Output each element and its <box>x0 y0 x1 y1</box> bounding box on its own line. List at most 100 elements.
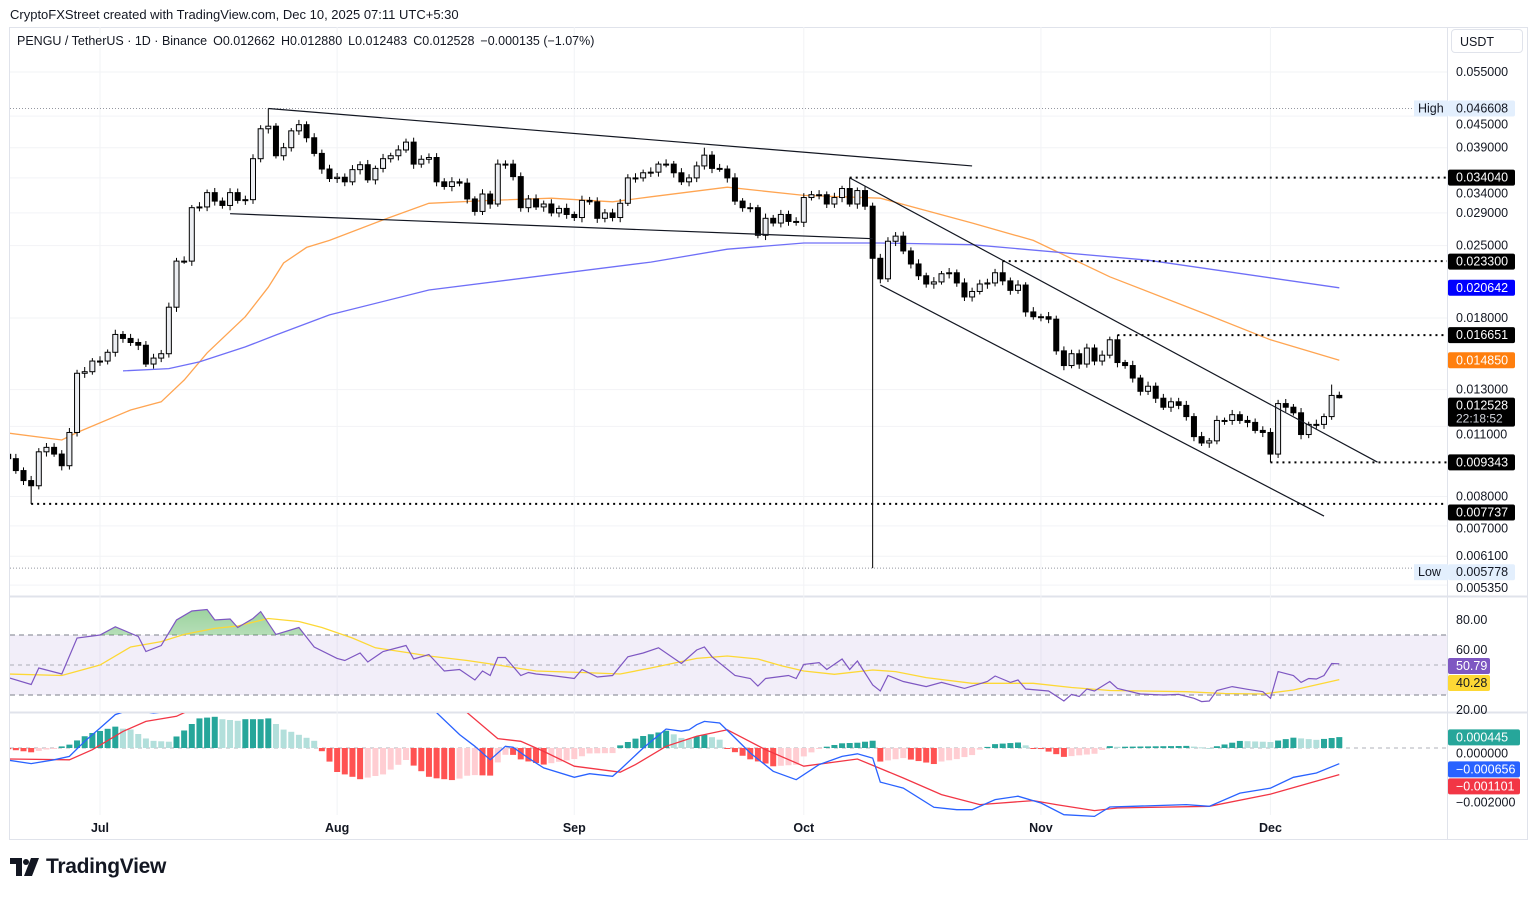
candle-body <box>234 192 241 201</box>
candle <box>1168 397 1174 412</box>
candle-body <box>227 192 234 206</box>
macd-histogram-bar <box>533 748 540 763</box>
candle-body <box>915 263 922 277</box>
candle-body <box>387 155 394 160</box>
macd-badge-text: 0.000445 <box>1456 730 1508 744</box>
tradingview-logo[interactable]: TradingView <box>10 855 166 879</box>
candle-body <box>1129 365 1136 379</box>
price-badge-text: 0.012528 <box>1456 399 1508 413</box>
price-badge-text: 0.020642 <box>1456 281 1508 295</box>
price-badge-text: 0.034040 <box>1456 171 1508 185</box>
macd-badge-bg <box>1448 778 1520 795</box>
candle <box>272 123 279 159</box>
candle <box>510 159 517 181</box>
candle <box>517 172 524 212</box>
candle-body <box>410 141 417 165</box>
candle <box>854 187 861 209</box>
candle <box>12 453 19 474</box>
candle-body <box>1145 385 1152 392</box>
candle-body <box>1114 339 1121 364</box>
candle-body <box>181 260 188 263</box>
candle <box>624 174 631 207</box>
candle <box>20 467 27 486</box>
candle-body <box>1252 421 1259 431</box>
macd-badge-text: −0.000656 <box>1456 762 1515 776</box>
macd-histogram-bar <box>1022 745 1029 748</box>
macd-histogram-bar <box>227 720 234 748</box>
candle <box>525 195 532 213</box>
candle <box>1114 335 1121 368</box>
open-value: O0.012662 <box>213 34 275 48</box>
macd-histogram-bar <box>1290 737 1297 748</box>
candle <box>1129 360 1136 383</box>
candle <box>372 165 379 185</box>
macd-histogram-bar <box>1060 748 1067 757</box>
macd-histogram-bar <box>471 748 478 776</box>
macd-histogram-bar <box>1099 748 1106 750</box>
candle-body <box>862 190 868 207</box>
candle <box>1298 408 1305 440</box>
macd-histogram-bar <box>632 738 639 748</box>
candle-body <box>617 202 624 219</box>
candle-body <box>869 205 876 259</box>
candle-body <box>548 203 555 214</box>
candle-body <box>930 281 937 285</box>
macd-histogram-bar <box>1259 741 1266 748</box>
candle <box>754 204 761 239</box>
candle <box>51 443 58 457</box>
candle-body <box>923 275 930 285</box>
macd-histogram-bar <box>785 748 792 766</box>
candle <box>693 161 700 183</box>
macd-histogram-bar <box>1313 739 1320 748</box>
candle <box>731 173 738 205</box>
macd-histogram-bar <box>502 748 509 755</box>
candle-body <box>1282 403 1289 408</box>
price-badge-text: 0.009343 <box>1456 455 1508 469</box>
macd-histogram-bar <box>250 719 256 748</box>
price-badge: 0.034040 <box>1448 169 1515 186</box>
price-axis-tick: 0.006100 <box>1456 549 1508 563</box>
macd-histogram-bar <box>923 748 930 763</box>
candle-body <box>984 282 991 285</box>
macd-histogram-bar <box>58 746 65 748</box>
candle-body <box>632 177 639 180</box>
candle <box>1221 417 1228 425</box>
time-axis-label: Sep <box>563 821 586 835</box>
candle-body <box>601 212 608 219</box>
candle-body <box>1198 436 1205 444</box>
candle <box>670 160 677 178</box>
macd-histogram-bar <box>846 743 853 748</box>
candle-body <box>808 194 815 199</box>
candle-body <box>204 192 211 208</box>
candle <box>556 205 562 218</box>
macd-histogram-bar <box>1076 748 1083 756</box>
candle-body <box>846 188 853 205</box>
candle <box>823 191 830 209</box>
moving-average-blue <box>122 242 1340 372</box>
macd-histogram-bar <box>1328 738 1335 748</box>
candle <box>471 196 478 216</box>
price-unit-selector[interactable]: USDT <box>1451 29 1523 53</box>
candle <box>165 302 172 358</box>
candle-body <box>724 168 731 179</box>
macd-histogram-bar <box>196 718 203 748</box>
candle <box>724 165 731 183</box>
candle <box>640 169 647 182</box>
macd-histogram-bar <box>1160 746 1167 748</box>
candle-body <box>425 157 432 160</box>
macd-histogram-bar <box>754 748 761 762</box>
macd-histogram-bar <box>1122 746 1129 748</box>
candle-body <box>556 207 562 214</box>
price-badge: 0.005778 <box>1448 564 1515 581</box>
candle <box>1091 344 1098 366</box>
macd-histogram-bar <box>686 739 693 748</box>
candle <box>716 163 723 172</box>
candle <box>938 271 945 285</box>
chart-attribution: CryptoFXStreet created with TradingView.… <box>10 7 459 22</box>
symbol-label[interactable]: PENGU / TetherUS · 1D · Binance <box>17 34 208 48</box>
price-axis-tick: 0.034000 <box>1456 187 1508 201</box>
rsi-badge-text: 40.28 <box>1456 676 1487 690</box>
macd-histogram-bar <box>938 748 945 762</box>
price-badge-text: 0.046608 <box>1456 101 1508 115</box>
